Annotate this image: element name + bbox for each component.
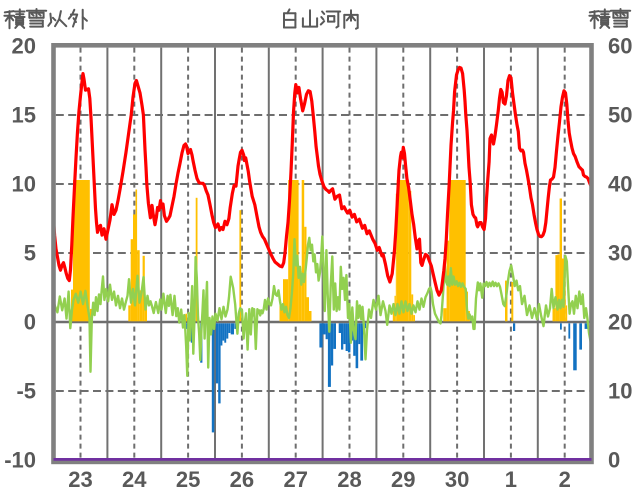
svg-text:-10: -10 xyxy=(4,448,36,473)
svg-text:50: 50 xyxy=(608,103,632,128)
svg-text:-5: -5 xyxy=(16,379,36,404)
svg-text:26: 26 xyxy=(230,467,254,492)
svg-text:5: 5 xyxy=(24,241,36,266)
svg-text:10: 10 xyxy=(12,172,36,197)
svg-text:27: 27 xyxy=(283,467,307,492)
svg-text:30: 30 xyxy=(608,241,632,266)
svg-text:29: 29 xyxy=(391,467,415,492)
svg-text:40: 40 xyxy=(608,172,632,197)
svg-text:0: 0 xyxy=(608,448,620,473)
svg-text:1: 1 xyxy=(505,467,517,492)
svg-text:24: 24 xyxy=(122,467,147,492)
svg-text:25: 25 xyxy=(176,467,200,492)
svg-text:20: 20 xyxy=(12,34,36,59)
svg-text:20: 20 xyxy=(608,310,632,335)
svg-text:60: 60 xyxy=(608,34,632,59)
svg-text:28: 28 xyxy=(337,467,361,492)
svg-text:2: 2 xyxy=(559,467,571,492)
svg-text:0: 0 xyxy=(24,310,36,335)
svg-text:15: 15 xyxy=(12,103,36,128)
svg-text:30: 30 xyxy=(445,467,469,492)
svg-text:23: 23 xyxy=(68,467,92,492)
svg-text:10: 10 xyxy=(608,379,632,404)
